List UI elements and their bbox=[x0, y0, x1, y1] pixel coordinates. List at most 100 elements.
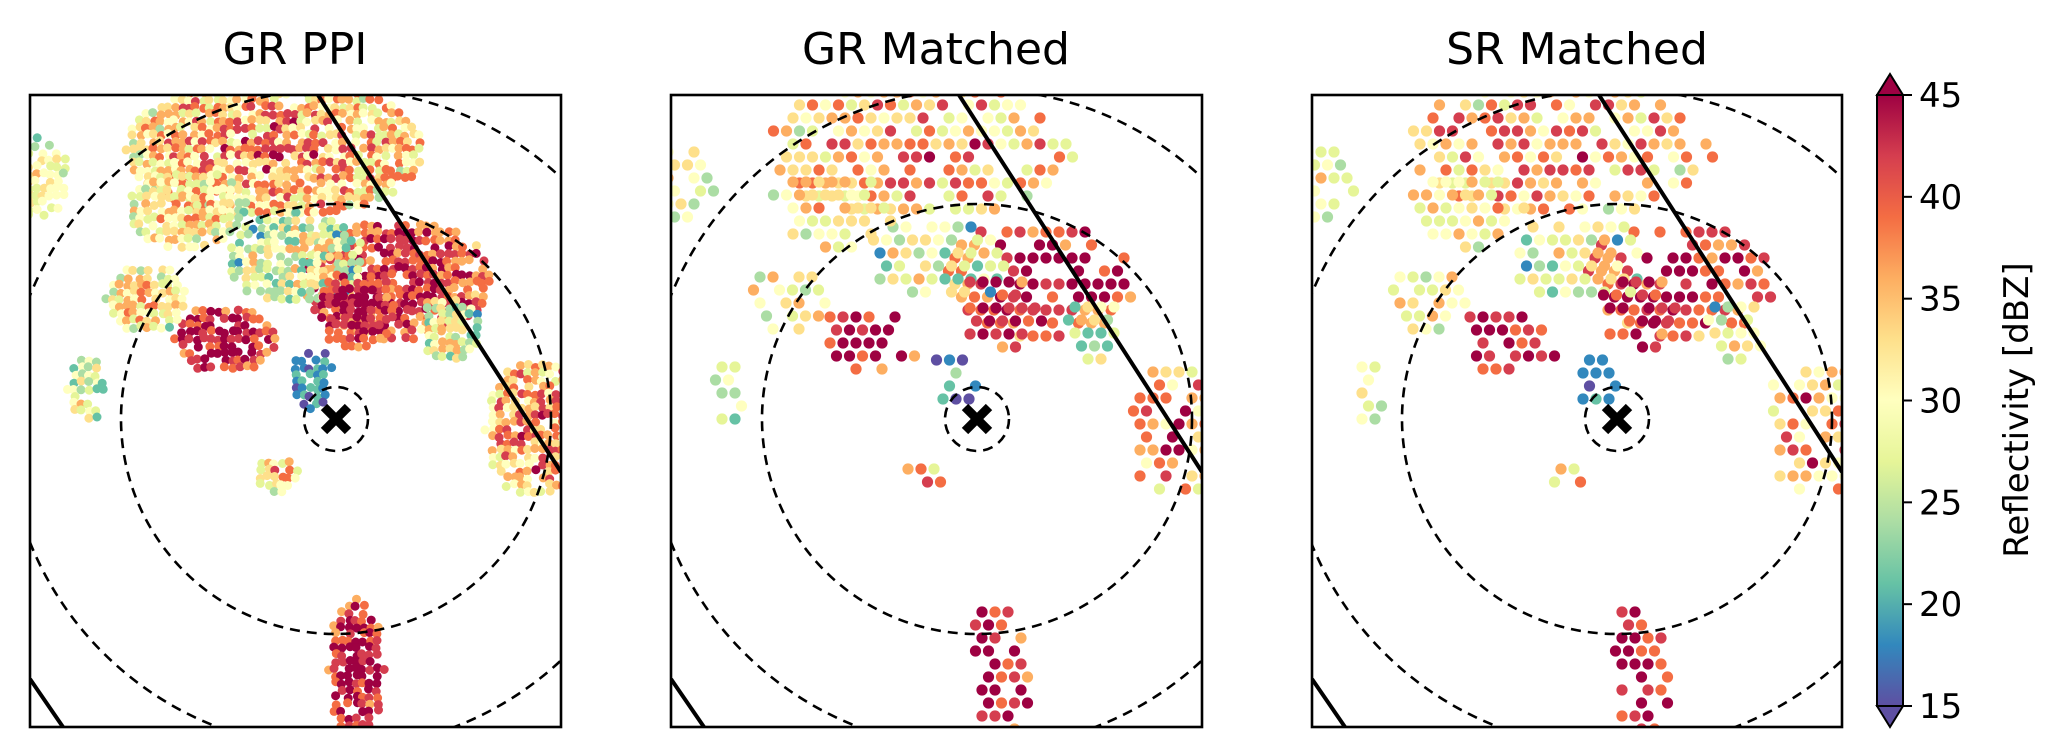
panel-title: GR Matched bbox=[802, 24, 1070, 75]
reflectivity-point bbox=[1732, 278, 1744, 290]
panel-title: GR PPI bbox=[223, 24, 368, 75]
reflectivity-point bbox=[297, 287, 307, 297]
reflectivity-point bbox=[345, 173, 355, 183]
reflectivity-point bbox=[344, 714, 354, 724]
reflectivity-point bbox=[360, 298, 370, 308]
reflectivity-point bbox=[155, 116, 165, 126]
reflectivity-point bbox=[571, 391, 580, 400]
reflectivity-point bbox=[1173, 444, 1185, 456]
reflectivity-point bbox=[365, 628, 375, 638]
reflectivity-point bbox=[218, 205, 227, 215]
reflectivity-point bbox=[373, 278, 383, 288]
reflectivity-point bbox=[309, 130, 319, 140]
reflectivity-point bbox=[856, 324, 869, 336]
reflectivity-point bbox=[943, 354, 956, 366]
reflectivity-point bbox=[1570, 164, 1582, 176]
reflectivity-point bbox=[1605, 247, 1617, 259]
reflectivity-point bbox=[165, 265, 175, 275]
reflectivity-point bbox=[1427, 176, 1439, 188]
reflectivity-point bbox=[169, 115, 179, 125]
reflectivity-point bbox=[165, 322, 174, 332]
swath-edges bbox=[1312, 95, 1842, 727]
reflectivity-point bbox=[1602, 151, 1615, 163]
reflectivity-point bbox=[716, 361, 728, 373]
reflectivity-point bbox=[1002, 606, 1014, 618]
reflectivity-point bbox=[1134, 444, 1146, 456]
reflectivity-point bbox=[1472, 189, 1485, 201]
reflectivity-point bbox=[1572, 234, 1585, 246]
reflectivity-point bbox=[1511, 151, 1524, 163]
reflectivity-point bbox=[1793, 379, 1806, 391]
reflectivity-point bbox=[895, 350, 908, 362]
reflectivity-point bbox=[1426, 284, 1439, 296]
reflectivity-point bbox=[1479, 176, 1491, 188]
reflectivity-point bbox=[16, 162, 25, 171]
reflectivity-point bbox=[1021, 697, 1034, 709]
reflectivity-point bbox=[204, 95, 214, 105]
reflectivity-point bbox=[1546, 286, 1559, 298]
reflectivity-point bbox=[1592, 247, 1604, 259]
reflectivity-point bbox=[1598, 260, 1611, 272]
reflectivity-point bbox=[897, 177, 910, 189]
reflectivity-point bbox=[1548, 350, 1561, 362]
reflectivity-point bbox=[1544, 190, 1556, 202]
reflectivity-point bbox=[143, 234, 153, 244]
reflectivity-point bbox=[339, 223, 349, 232]
reflectivity-point bbox=[393, 151, 403, 161]
reflectivity-point bbox=[311, 355, 321, 365]
reflectivity-point bbox=[471, 241, 481, 251]
reflectivity-point bbox=[353, 117, 363, 127]
reflectivity-point bbox=[250, 280, 260, 290]
reflectivity-point bbox=[365, 95, 375, 104]
reflectivity-point bbox=[839, 202, 851, 214]
reflectivity-point bbox=[995, 112, 1007, 124]
reflectivity-point bbox=[813, 202, 825, 214]
reflectivity-point bbox=[254, 314, 264, 324]
reflectivity-point bbox=[908, 350, 921, 362]
reflectivity-point bbox=[1706, 151, 1719, 163]
reflectivity-point bbox=[793, 323, 805, 335]
reflectivity-point bbox=[1630, 276, 1642, 288]
reflectivity-point bbox=[1641, 151, 1654, 163]
reflectivity-point bbox=[1748, 301, 1760, 313]
reflectivity-point bbox=[339, 306, 349, 315]
reflectivity-point bbox=[344, 721, 354, 727]
reflectivity-point bbox=[178, 130, 188, 140]
reflectivity-point bbox=[1485, 99, 1498, 111]
reflectivity-point bbox=[305, 286, 315, 296]
reflectivity-point bbox=[11, 199, 20, 208]
reflectivity-point bbox=[225, 220, 235, 230]
reflectivity-point bbox=[381, 284, 391, 294]
colorbar-extend-min bbox=[1875, 705, 1905, 729]
reflectivity-point bbox=[339, 230, 349, 240]
reflectivity-point bbox=[488, 460, 498, 470]
reflectivity-point bbox=[503, 430, 513, 440]
reflectivity-point bbox=[813, 164, 825, 176]
reflectivity-point bbox=[367, 299, 377, 308]
reflectivity-point bbox=[76, 405, 86, 415]
reflectivity-point bbox=[269, 487, 279, 496]
reflectivity-point bbox=[530, 368, 540, 378]
reflectivity-point bbox=[1206, 457, 1217, 468]
reflectivity-point bbox=[910, 99, 923, 111]
reflectivity-point bbox=[340, 313, 350, 323]
reflectivity-point bbox=[1832, 405, 1842, 417]
reflectivity-point bbox=[291, 216, 301, 226]
reflectivity-point bbox=[409, 334, 418, 344]
reflectivity-point bbox=[496, 444, 506, 454]
reflectivity-point bbox=[1496, 324, 1509, 336]
reflectivity-point bbox=[232, 124, 242, 134]
reflectivity-point bbox=[372, 137, 382, 147]
reflectivity-point bbox=[572, 405, 581, 414]
reflectivity-point bbox=[531, 417, 541, 427]
reflectivity-point bbox=[522, 466, 532, 476]
reflectivity-point bbox=[1453, 228, 1465, 240]
reflectivity-point bbox=[1544, 138, 1556, 150]
reflectivity-point bbox=[900, 221, 912, 233]
reflectivity-point bbox=[232, 220, 242, 230]
reflectivity-point bbox=[969, 380, 982, 392]
reflectivity-point bbox=[192, 179, 202, 189]
reflectivity-point bbox=[787, 202, 799, 214]
reflectivity-point bbox=[355, 257, 365, 267]
